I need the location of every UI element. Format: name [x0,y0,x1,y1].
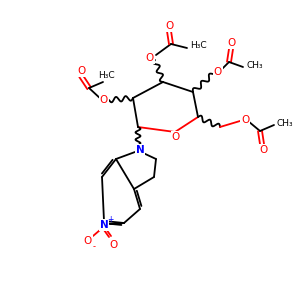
Text: O: O [84,236,92,246]
Text: N: N [136,145,144,155]
Text: O: O [146,53,154,63]
Text: N: N [100,220,108,230]
Text: O: O [77,66,85,76]
Text: O: O [100,95,108,105]
Text: O: O [172,132,180,142]
Text: -: - [92,242,95,251]
Text: H₃C: H₃C [190,41,206,50]
Text: O: O [109,240,117,250]
Text: O: O [227,38,235,48]
Text: H₃C: H₃C [98,70,114,80]
Text: CH₃: CH₃ [277,119,293,128]
Text: O: O [214,67,222,77]
Text: O: O [259,145,267,155]
Text: O: O [165,21,173,31]
Text: +: + [107,214,113,224]
Text: O: O [241,115,249,125]
Text: CH₃: CH₃ [247,61,263,70]
